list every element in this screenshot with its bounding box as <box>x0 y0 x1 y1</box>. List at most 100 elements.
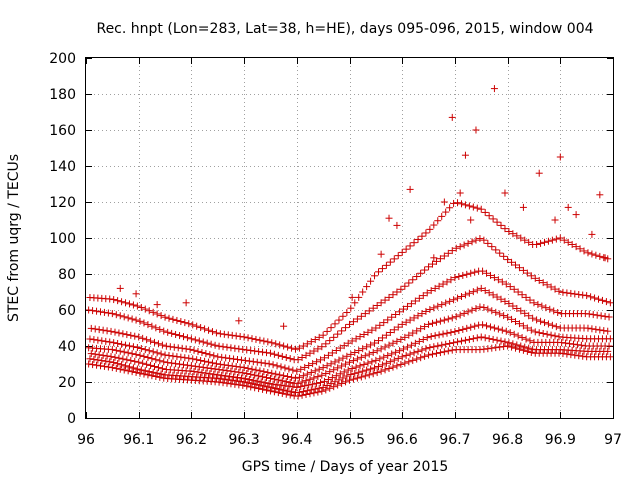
data-point <box>517 307 525 315</box>
data-point <box>535 329 543 337</box>
data-point <box>311 336 319 344</box>
data-point <box>216 330 224 338</box>
data-point <box>228 376 236 384</box>
data-point <box>202 350 210 358</box>
data-point <box>236 377 244 385</box>
data-point <box>310 374 318 382</box>
data-point <box>172 360 180 368</box>
data-point <box>460 309 468 317</box>
data-point <box>521 236 529 244</box>
data-point <box>236 332 244 340</box>
data-point <box>480 345 488 353</box>
data-point <box>227 344 235 352</box>
data-point <box>525 312 533 320</box>
data-point <box>502 327 510 335</box>
data-point <box>597 312 605 320</box>
data-point <box>256 381 264 389</box>
data-point <box>488 243 496 251</box>
data-point <box>286 378 294 386</box>
data-point <box>430 343 438 351</box>
data-point <box>414 347 422 355</box>
data-point <box>369 304 377 312</box>
data-point <box>504 342 512 350</box>
data-point <box>118 340 126 348</box>
data-point <box>165 314 173 322</box>
data-point <box>559 350 567 358</box>
data-point <box>448 346 456 354</box>
data-point <box>360 360 368 368</box>
data-point <box>353 374 361 382</box>
data-point <box>494 276 502 284</box>
data-point <box>114 360 122 368</box>
data-point <box>257 359 265 367</box>
data-point <box>421 266 429 274</box>
data-point <box>218 353 226 361</box>
data-point <box>422 229 430 237</box>
data-point <box>340 342 348 350</box>
data-point <box>231 380 239 388</box>
data-point <box>232 332 240 340</box>
data-point <box>526 337 534 345</box>
data-point <box>461 151 469 159</box>
data-point <box>506 329 514 337</box>
data-point <box>480 303 488 311</box>
data-point <box>504 313 512 321</box>
data-point <box>427 287 435 295</box>
data-point <box>505 300 513 308</box>
data-point <box>160 327 168 335</box>
data-point <box>444 249 452 257</box>
data-point <box>556 234 564 242</box>
data-point <box>563 350 571 358</box>
data-point <box>301 382 309 390</box>
data-point <box>430 221 438 229</box>
data-point <box>407 300 415 308</box>
data-point <box>303 340 311 348</box>
data-point <box>153 349 161 357</box>
data-point <box>328 374 336 382</box>
data-point <box>247 347 255 354</box>
data-point <box>454 338 462 346</box>
data-point <box>293 367 301 375</box>
data-point <box>438 301 446 309</box>
data-point <box>380 319 388 327</box>
data-point <box>228 331 236 339</box>
data-point <box>468 238 476 246</box>
data-point <box>86 335 94 343</box>
data-point <box>313 358 321 366</box>
data-point <box>518 291 526 299</box>
data-point <box>418 310 426 318</box>
data-point <box>248 335 256 343</box>
data-point <box>201 357 209 365</box>
data-point <box>473 334 481 342</box>
data-point <box>421 323 429 331</box>
data-point <box>265 360 273 368</box>
data-point <box>148 372 156 380</box>
data-point <box>154 364 162 372</box>
data-point <box>116 312 124 320</box>
data-point <box>272 340 280 348</box>
data-point <box>93 307 101 315</box>
data-point <box>314 345 322 353</box>
data-point <box>508 315 516 323</box>
data-point <box>467 216 475 224</box>
data-point <box>193 356 201 364</box>
data-point <box>299 387 307 395</box>
data-point <box>194 347 202 355</box>
data-point <box>133 365 141 373</box>
data-point <box>365 371 373 379</box>
data-point <box>132 350 140 358</box>
data-point <box>124 367 132 375</box>
data-point <box>552 235 560 243</box>
data-point <box>272 370 280 378</box>
data-point <box>436 317 444 325</box>
data-point <box>534 300 542 308</box>
data-point <box>108 346 116 354</box>
data-point <box>145 347 153 355</box>
data-point <box>298 354 306 362</box>
data-point <box>244 379 252 387</box>
data-point <box>307 338 315 346</box>
x-tick-label: 96.7 <box>439 432 470 448</box>
data-point <box>161 313 169 321</box>
data-point <box>309 380 317 388</box>
data-point <box>381 296 389 304</box>
